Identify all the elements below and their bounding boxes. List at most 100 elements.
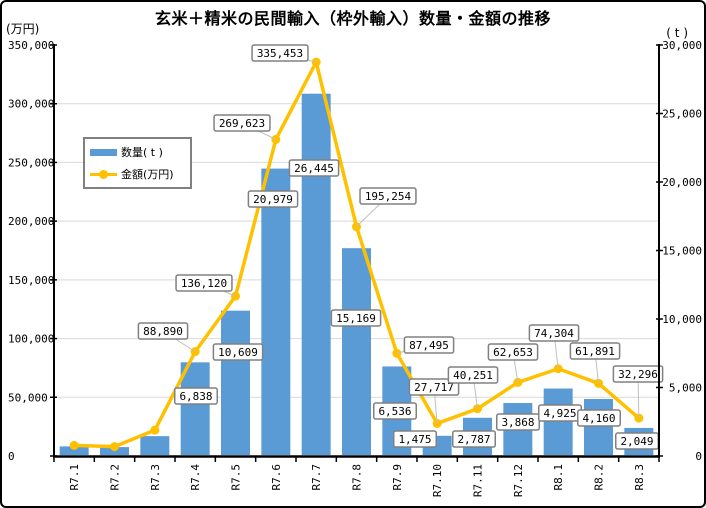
legend-item-amount: 金額(万円)	[90, 166, 190, 182]
right-axis-unit-label: ( t )	[666, 26, 688, 40]
axis-tick-label: 10,000	[662, 313, 702, 326]
amount-data-label-box	[447, 366, 499, 384]
axis-tick-label: 0	[695, 450, 702, 463]
line-marker	[69, 440, 79, 450]
axis-tick-label: 50,000	[8, 391, 48, 404]
amount-data-label: 27,717	[414, 381, 454, 394]
x-category-label: R7.10	[431, 464, 444, 497]
axis-tick-label: 0	[8, 450, 15, 463]
bar	[59, 446, 89, 455]
x-category-label: R7.2	[109, 464, 122, 491]
x-category-label: R7.5	[230, 464, 243, 491]
bar	[584, 399, 613, 455]
quantity-data-label: 26,445	[294, 162, 334, 175]
amount-data-label-box	[528, 324, 580, 342]
bar	[180, 362, 210, 455]
quantity-data-label: 2,049	[620, 435, 653, 448]
quantity-data-label-box	[496, 413, 540, 431]
amount-data-label-box	[251, 44, 309, 62]
amount-data-label: 74,304	[534, 327, 574, 340]
legend-label-amount: 金額(万円)	[121, 168, 174, 181]
x-category-label: R7.8	[351, 464, 364, 491]
x-category-label: R8.2	[593, 464, 606, 491]
axis-tick-label: 25,000	[662, 108, 702, 121]
quantity-data-label: 6,536	[378, 405, 411, 418]
quantity-data-label: 6,838	[179, 390, 212, 403]
amount-data-label: 335,453	[257, 47, 303, 60]
legend-item-quantity: 数量( t )	[90, 144, 190, 160]
line-marker	[311, 57, 321, 67]
x-category-label: R7.4	[189, 464, 202, 491]
x-category-label: R7.9	[391, 464, 404, 491]
x-category-label: R7.3	[149, 464, 162, 491]
amount-data-label: 40,251	[453, 369, 493, 382]
axis-tick-label: 30,000	[662, 39, 702, 52]
quantity-data-label-box	[452, 430, 496, 448]
quantity-data-label: 15,169	[336, 312, 376, 325]
x-category-label: R7.1	[68, 464, 81, 491]
axis-tick-label: 300,000	[8, 98, 54, 111]
amount-data-label: 61,891	[575, 345, 615, 358]
amount-data-label: 62,653	[493, 346, 533, 359]
legend: 数量( t ) 金額(万円)	[83, 137, 192, 189]
amount-data-label-box	[175, 274, 233, 292]
left-axis-unit-label: (万円)	[6, 22, 40, 36]
quantity-data-label-box	[288, 159, 340, 177]
bar	[543, 388, 573, 455]
amount-data-label-box	[612, 365, 664, 383]
line-marker	[150, 425, 160, 435]
chart-title: 玄米＋精米の民間輸入（枠外輸入）数量・金額の推移	[154, 9, 551, 28]
line-marker	[110, 442, 119, 452]
x-category-label: R7.7	[310, 464, 323, 491]
amount-data-label-box	[213, 114, 271, 132]
bar-series-swatch-icon	[90, 148, 117, 156]
quantity-data-label: 1,475	[398, 433, 431, 446]
amount-data-label: 87,495	[409, 339, 449, 352]
amount-data-label: 269,623	[219, 117, 265, 130]
amount-data-label: 195,254	[365, 190, 412, 203]
quantity-data-label: 3,868	[501, 416, 534, 429]
axis-tick-label: 200,000	[8, 215, 54, 228]
bar	[221, 310, 250, 455]
bar	[261, 168, 291, 455]
x-category-label: R7.12	[512, 464, 525, 497]
quantity-data-label-box	[174, 387, 218, 405]
axis-tick-label: 150,000	[8, 274, 54, 287]
quantity-data-label-box	[212, 343, 264, 361]
x-category-label: R8.1	[552, 464, 565, 491]
amount-data-label-box	[569, 342, 621, 360]
amount-data-label-box	[359, 187, 417, 205]
bar	[140, 436, 170, 455]
amount-data-label-box	[403, 336, 455, 354]
amount-data-label: 136,120	[181, 277, 227, 290]
amount-data-label-box	[137, 322, 189, 340]
axis-tick-label: 250,000	[8, 156, 54, 169]
x-category-label: R7.11	[472, 464, 485, 497]
quantity-data-label: 4,160	[582, 412, 615, 425]
quantity-data-label: 2,787	[457, 433, 490, 446]
quantity-data-label-box	[247, 190, 299, 208]
axis-tick-label: 15,000	[662, 245, 702, 258]
axis-tick-label: 350,000	[8, 39, 54, 52]
amount-data-label-box	[408, 378, 460, 396]
x-category-label: R7.6	[270, 464, 283, 491]
bar	[301, 93, 331, 456]
quantity-data-label: 10,609	[218, 346, 258, 359]
amount-data-label: 32,296	[618, 368, 658, 381]
axis-tick-label: 100,000	[8, 333, 54, 346]
legend-label-quantity: 数量( t )	[121, 146, 163, 159]
quantity-data-label: 4,925	[543, 407, 576, 420]
quantity-data-label: 20,979	[253, 193, 293, 206]
quantity-data-label-box	[330, 309, 382, 327]
quantity-data-label-box	[373, 402, 417, 420]
bar	[342, 248, 371, 455]
line-series-swatch-icon	[90, 169, 117, 179]
x-category-label: R8.3	[633, 464, 646, 491]
axis-tick-label: 20,000	[662, 176, 702, 189]
amount-data-label: 88,890	[143, 325, 183, 338]
axis-tick-label: 5,000	[669, 382, 702, 395]
amount-data-label-box	[487, 343, 539, 361]
quantity-data-label-box	[577, 409, 621, 427]
